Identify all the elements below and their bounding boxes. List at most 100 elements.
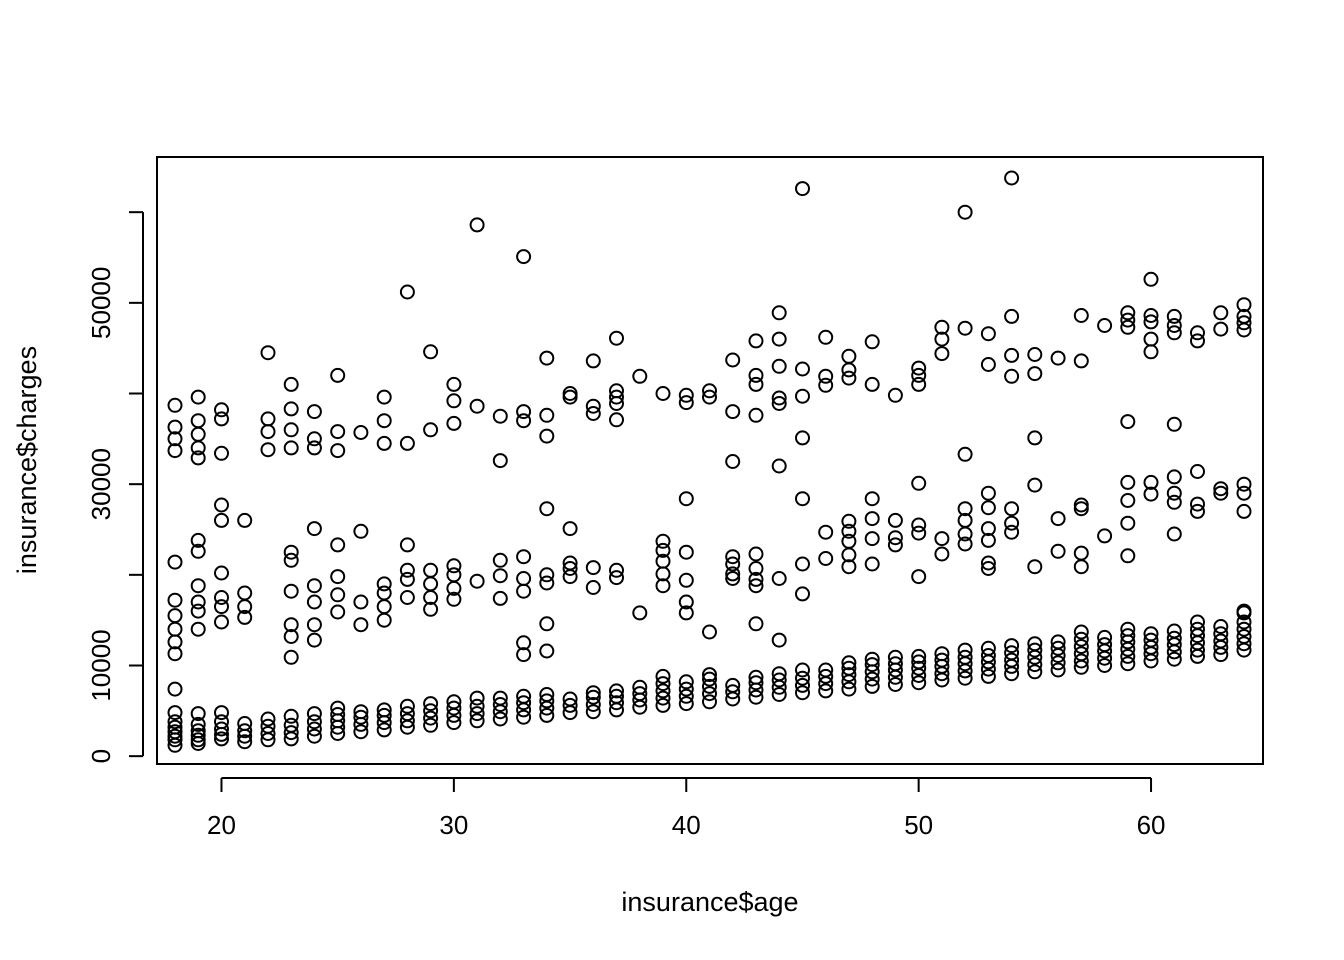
- data-point: [1004, 368, 1020, 384]
- data-point: [864, 671, 880, 687]
- data-point: [1190, 503, 1205, 519]
- data-point: [957, 501, 973, 517]
- data-point: [516, 709, 532, 725]
- data-point: [1027, 664, 1043, 680]
- data-point: [1004, 515, 1020, 531]
- data-point: [446, 694, 462, 710]
- data-point: [864, 511, 880, 527]
- x-tick-label: 20: [207, 810, 236, 840]
- data-point: [330, 707, 346, 722]
- data-point: [957, 642, 973, 658]
- data-point: [748, 571, 764, 587]
- data-point: [306, 404, 322, 420]
- data-point: [1004, 308, 1020, 324]
- data-point: [376, 413, 392, 429]
- data-point: [818, 368, 834, 384]
- data-point: [678, 688, 694, 704]
- data-point: [539, 428, 555, 444]
- data-point: [353, 724, 369, 740]
- data-point: [887, 677, 903, 692]
- data-point: [1050, 655, 1066, 671]
- data-point: [1120, 648, 1136, 664]
- data-point: [353, 523, 369, 539]
- data-point: [237, 716, 253, 731]
- data-point: [609, 383, 624, 399]
- data-point: [306, 721, 322, 737]
- data-point: [818, 662, 834, 678]
- data-point: [655, 578, 671, 594]
- data-point: [725, 677, 741, 693]
- data-point: [1143, 632, 1159, 648]
- data-point: [911, 654, 927, 670]
- data-point: [1073, 545, 1089, 561]
- data-point: [748, 669, 764, 685]
- data-point: [702, 671, 717, 687]
- data-point: [469, 398, 485, 414]
- data-point: [283, 583, 299, 599]
- data-point: [748, 689, 764, 705]
- data-point: [376, 599, 392, 615]
- data-point: [771, 305, 787, 321]
- data-point: [423, 710, 439, 726]
- data-point: [283, 422, 299, 438]
- data-point: [1166, 651, 1182, 667]
- data-point: [1050, 640, 1066, 656]
- data-point: [353, 704, 369, 720]
- data-point: [1120, 319, 1136, 335]
- data-point: [330, 367, 346, 383]
- data-point: [1236, 629, 1252, 644]
- data-point: [330, 700, 346, 716]
- data-point: [167, 419, 183, 435]
- data-point: [864, 678, 880, 694]
- data-point: [330, 604, 346, 620]
- data-point: [655, 697, 671, 713]
- data-point: [609, 412, 624, 428]
- data-point: [585, 580, 601, 595]
- data-point: [678, 681, 694, 697]
- data-point: [911, 475, 927, 491]
- data-point: [980, 521, 996, 537]
- data-point: [237, 609, 253, 625]
- data-point: [167, 714, 183, 730]
- data-point: [957, 446, 973, 462]
- data-point: [446, 567, 462, 583]
- data-point: [748, 616, 764, 632]
- data-point: [911, 648, 927, 664]
- data-point: [446, 393, 462, 409]
- data-point: [1190, 464, 1205, 479]
- data-point: [167, 646, 183, 662]
- data-point: [237, 512, 253, 528]
- data-point: [1120, 474, 1136, 490]
- data-point: [911, 360, 927, 376]
- data-point: [283, 376, 299, 392]
- data-point: [1213, 305, 1229, 321]
- x-tick-label: 40: [672, 810, 701, 840]
- data-point: [1050, 543, 1066, 559]
- data-point: [306, 617, 322, 633]
- data-point: [1213, 485, 1229, 501]
- data-point: [841, 348, 857, 364]
- data-point: [399, 698, 415, 714]
- data-point: [306, 440, 322, 456]
- data-point: [1143, 626, 1159, 642]
- y-tick-label: 50000: [86, 267, 116, 339]
- data-point: [980, 555, 996, 571]
- data-point: [214, 565, 229, 581]
- data-point: [841, 533, 857, 549]
- data-point: [771, 632, 787, 648]
- data-point: [446, 558, 462, 574]
- data-point: [562, 691, 578, 707]
- data-point: [260, 718, 276, 734]
- data-point: [190, 621, 206, 637]
- data-point: [795, 586, 810, 602]
- data-point: [585, 353, 601, 369]
- data-point: [214, 731, 229, 747]
- data-point: [655, 542, 671, 558]
- data-point: [446, 700, 462, 716]
- data-point: [399, 713, 415, 729]
- data-point: [330, 424, 346, 440]
- data-point: [167, 554, 183, 570]
- data-point: [678, 594, 694, 610]
- data-point: [864, 334, 880, 350]
- data-point: [585, 697, 601, 712]
